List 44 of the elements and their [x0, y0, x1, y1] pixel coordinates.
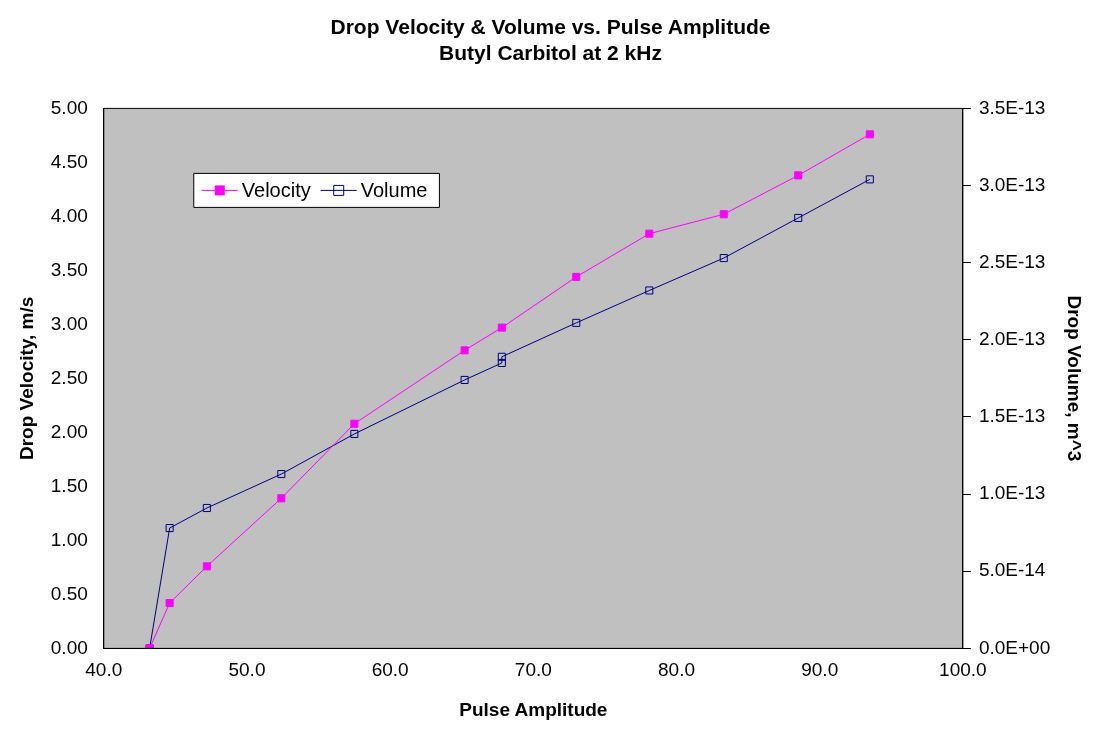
y-axis-title: Drop Velocity, m/s [15, 296, 37, 461]
legend-label: Velocity [241, 178, 311, 201]
legend-label: Volume [360, 178, 428, 201]
y2-tick-label: 2.0E-13 [978, 328, 1046, 350]
chart-title: Drop Velocity & Volume vs. Pulse Amplitude [330, 15, 771, 39]
x-tick-label: 70.0 [514, 659, 552, 681]
point [460, 346, 469, 355]
point [202, 562, 211, 571]
x-tick-label: 80.0 [658, 659, 696, 681]
y-tick-label: 1.50 [50, 474, 88, 496]
y-tick-label: 1.00 [50, 528, 88, 550]
point [572, 272, 581, 281]
y-tick-label: 3.00 [50, 312, 88, 334]
point [350, 419, 359, 428]
y-tick-label: 5.00 [50, 96, 88, 118]
point [645, 229, 654, 238]
y2-tick-label: 3.5E-13 [978, 96, 1046, 118]
point [865, 130, 874, 139]
x-tick-label: 90.0 [801, 659, 839, 681]
y2-tick-label: 2.5E-13 [978, 250, 1046, 272]
x-axis-title: Pulse Amplitude [459, 698, 608, 720]
x-tick-label: 40.0 [85, 659, 123, 681]
y-tick-label: 2.00 [50, 420, 88, 442]
y2-tick-label: 1.5E-13 [978, 405, 1046, 427]
y-tick-label: 4.00 [50, 204, 88, 226]
y-tick-label: 3.50 [50, 258, 88, 280]
y-tick-label: 0.00 [50, 636, 88, 658]
y2-tick-label: 5.0E-14 [978, 559, 1046, 581]
x-tick-label: 50.0 [228, 659, 266, 681]
x-tick-label: 100.0 [939, 659, 987, 681]
point [497, 323, 506, 332]
point [719, 210, 728, 219]
y-tick-label: 0.50 [50, 582, 88, 604]
x-tick-label: 60.0 [371, 659, 409, 681]
y2-tick-label: 1.0E-13 [978, 482, 1046, 504]
point [277, 494, 286, 503]
y2-tick-label: 0.0E+00 [978, 636, 1051, 658]
y2-axis-title: Drop Volume, m^3 [1064, 295, 1086, 462]
point [794, 171, 803, 180]
y-tick-label: 2.50 [50, 366, 88, 388]
y2-tick-label: 3.0E-13 [978, 173, 1046, 195]
point [165, 599, 174, 608]
y-tick-label: 4.50 [50, 150, 88, 172]
chart-subtitle: Butyl Carbitol at 2 kHz [439, 40, 662, 64]
